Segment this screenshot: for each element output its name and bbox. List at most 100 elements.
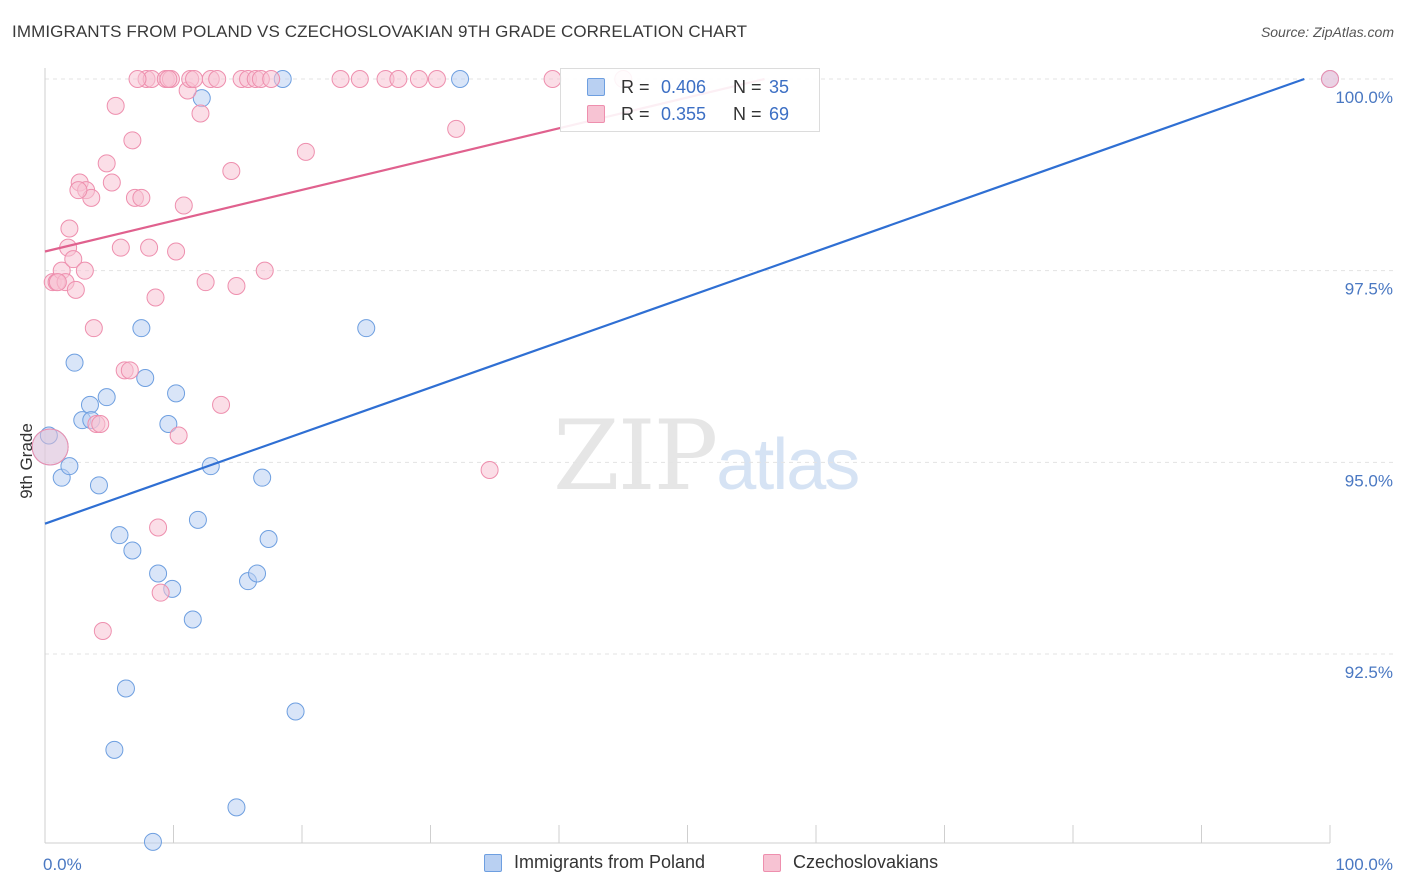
data-point-czechoslovakians	[60, 219, 79, 238]
legend-item-label: Immigrants from Poland	[514, 852, 706, 872]
data-point-poland	[110, 526, 129, 545]
series-czechoslovakians-points	[31, 70, 1339, 640]
data-point-czechoslovakians	[97, 154, 116, 173]
legend-swatch-blue	[587, 78, 605, 96]
data-point-czechoslovakians	[123, 131, 142, 150]
legend-row-poland: R = 0.406 N = 35	[587, 75, 789, 99]
y-tick-label: 100.0%	[1335, 88, 1393, 107]
data-point-czechoslovakians	[159, 70, 178, 88]
data-point-poland	[65, 353, 84, 372]
data-point-czechoslovakians	[447, 119, 466, 138]
data-point-czechoslovakians	[132, 188, 151, 207]
data-point-poland	[105, 740, 124, 759]
legend-row-czechoslovakians: R = 0.355 N = 69	[587, 102, 789, 126]
correlation-legend: R = 0.406 N = 35 R = 0.355 N = 69	[560, 68, 820, 132]
data-point-poland	[248, 564, 267, 583]
legend-swatch-pink	[587, 105, 605, 123]
legend-item-poland[interactable]: Immigrants from Poland	[484, 852, 705, 873]
legend-r-value: 0.355	[661, 103, 707, 124]
watermark-atlas: atlas	[716, 425, 860, 505]
legend-r-value: 0.406	[661, 76, 707, 97]
y-axis-label: 9th Grade	[17, 423, 36, 499]
data-point-poland	[253, 468, 272, 487]
data-point-poland	[132, 319, 151, 338]
data-point-poland	[259, 530, 278, 548]
data-point-czechoslovakians	[151, 583, 170, 602]
data-point-czechoslovakians	[222, 162, 241, 180]
data-point-poland	[116, 679, 135, 698]
data-point-czechoslovakians	[128, 70, 147, 88]
trend-line-poland	[44, 77, 1305, 525]
data-point-czechoslovakians	[350, 70, 369, 88]
data-point-czechoslovakians	[106, 96, 125, 115]
legend-swatch-pink	[763, 853, 781, 872]
data-point-czechoslovakians	[111, 238, 130, 257]
data-point-czechoslovakians	[262, 70, 281, 88]
data-point-czechoslovakians	[543, 70, 562, 88]
chart-title: IMMIGRANTS FROM POLAND VS CZECHOSLOVAKIA…	[12, 22, 748, 41]
data-point-czechoslovakians	[75, 261, 94, 280]
data-point-czechoslovakians	[146, 288, 165, 307]
data-point-czechoslovakians	[102, 173, 121, 192]
data-point-poland	[451, 70, 470, 88]
x-tick-label: 0.0%	[43, 855, 82, 874]
data-point-poland	[39, 426, 58, 445]
data-point-czechoslovakians	[185, 70, 204, 88]
legend-r-label: R =	[621, 76, 650, 97]
data-point-czechoslovakians	[409, 70, 428, 88]
data-point-poland	[159, 415, 178, 433]
y-tick-label: 97.5%	[1345, 280, 1393, 299]
data-point-poland	[60, 457, 79, 476]
data-point-czechoslovakians	[140, 238, 159, 257]
data-point-poland	[89, 476, 108, 495]
legend-swatch-blue	[484, 853, 502, 872]
data-point-poland	[97, 388, 116, 407]
data-point-czechoslovakians	[93, 622, 112, 640]
data-point-poland	[357, 319, 376, 338]
trend-lines	[44, 77, 1305, 525]
data-point-czechoslovakians	[91, 415, 110, 433]
watermark-zip: ZIP	[553, 400, 718, 512]
legend-r-label: R =	[621, 103, 650, 124]
data-point-poland	[183, 610, 202, 629]
data-point-czechoslovakians	[167, 242, 186, 261]
data-point-czechoslovakians	[31, 428, 69, 466]
x-tick-label: 100.0%	[1335, 855, 1393, 874]
y-tick-label: 95.0%	[1345, 471, 1393, 490]
data-point-czechoslovakians	[427, 70, 446, 88]
grid-lines	[45, 78, 1395, 655]
data-point-poland	[286, 702, 305, 721]
legend-n-value: 69	[769, 103, 790, 124]
data-point-czechoslovakians	[191, 104, 210, 123]
data-point-poland	[123, 541, 142, 560]
series-poland-points	[31, 70, 1339, 851]
data-point-czechoslovakians	[174, 196, 193, 215]
data-point-czechoslovakians	[208, 70, 227, 88]
data-point-czechoslovakians	[227, 277, 246, 295]
data-point-czechoslovakians	[212, 395, 231, 414]
data-point-czechoslovakians	[480, 461, 499, 479]
data-point-czechoslovakians	[169, 426, 188, 445]
data-point-czechoslovakians	[120, 361, 139, 380]
data-point-poland	[227, 798, 246, 817]
data-point-czechoslovakians	[196, 273, 215, 292]
axis-tick-labels: 100.0% 97.5% 95.0% 92.5% 0.0% 100.0% 9th Grade	[17, 88, 1393, 874]
data-point-czechoslovakians	[64, 250, 83, 269]
legend-item-czechoslovakians[interactable]: Czechoslovakians	[763, 852, 938, 873]
legend-n-label: N =	[733, 103, 762, 124]
data-point-czechoslovakians	[331, 70, 350, 88]
data-point-czechoslovakians	[69, 181, 88, 200]
data-point-czechoslovakians	[1321, 70, 1339, 88]
data-point-poland	[143, 832, 162, 851]
data-point-poland	[188, 510, 207, 529]
data-point-czechoslovakians	[389, 70, 408, 88]
data-point-czechoslovakians	[84, 319, 103, 338]
legend-item-label: Czechoslovakians	[793, 852, 939, 872]
data-point-poland	[149, 564, 168, 583]
source-label[interactable]: Source: ZipAtlas.com	[1260, 24, 1394, 40]
legend-n-value: 35	[769, 76, 790, 97]
y-tick-label: 92.5%	[1345, 663, 1393, 682]
data-point-poland	[167, 384, 186, 403]
legend-n-label: N =	[733, 76, 762, 97]
